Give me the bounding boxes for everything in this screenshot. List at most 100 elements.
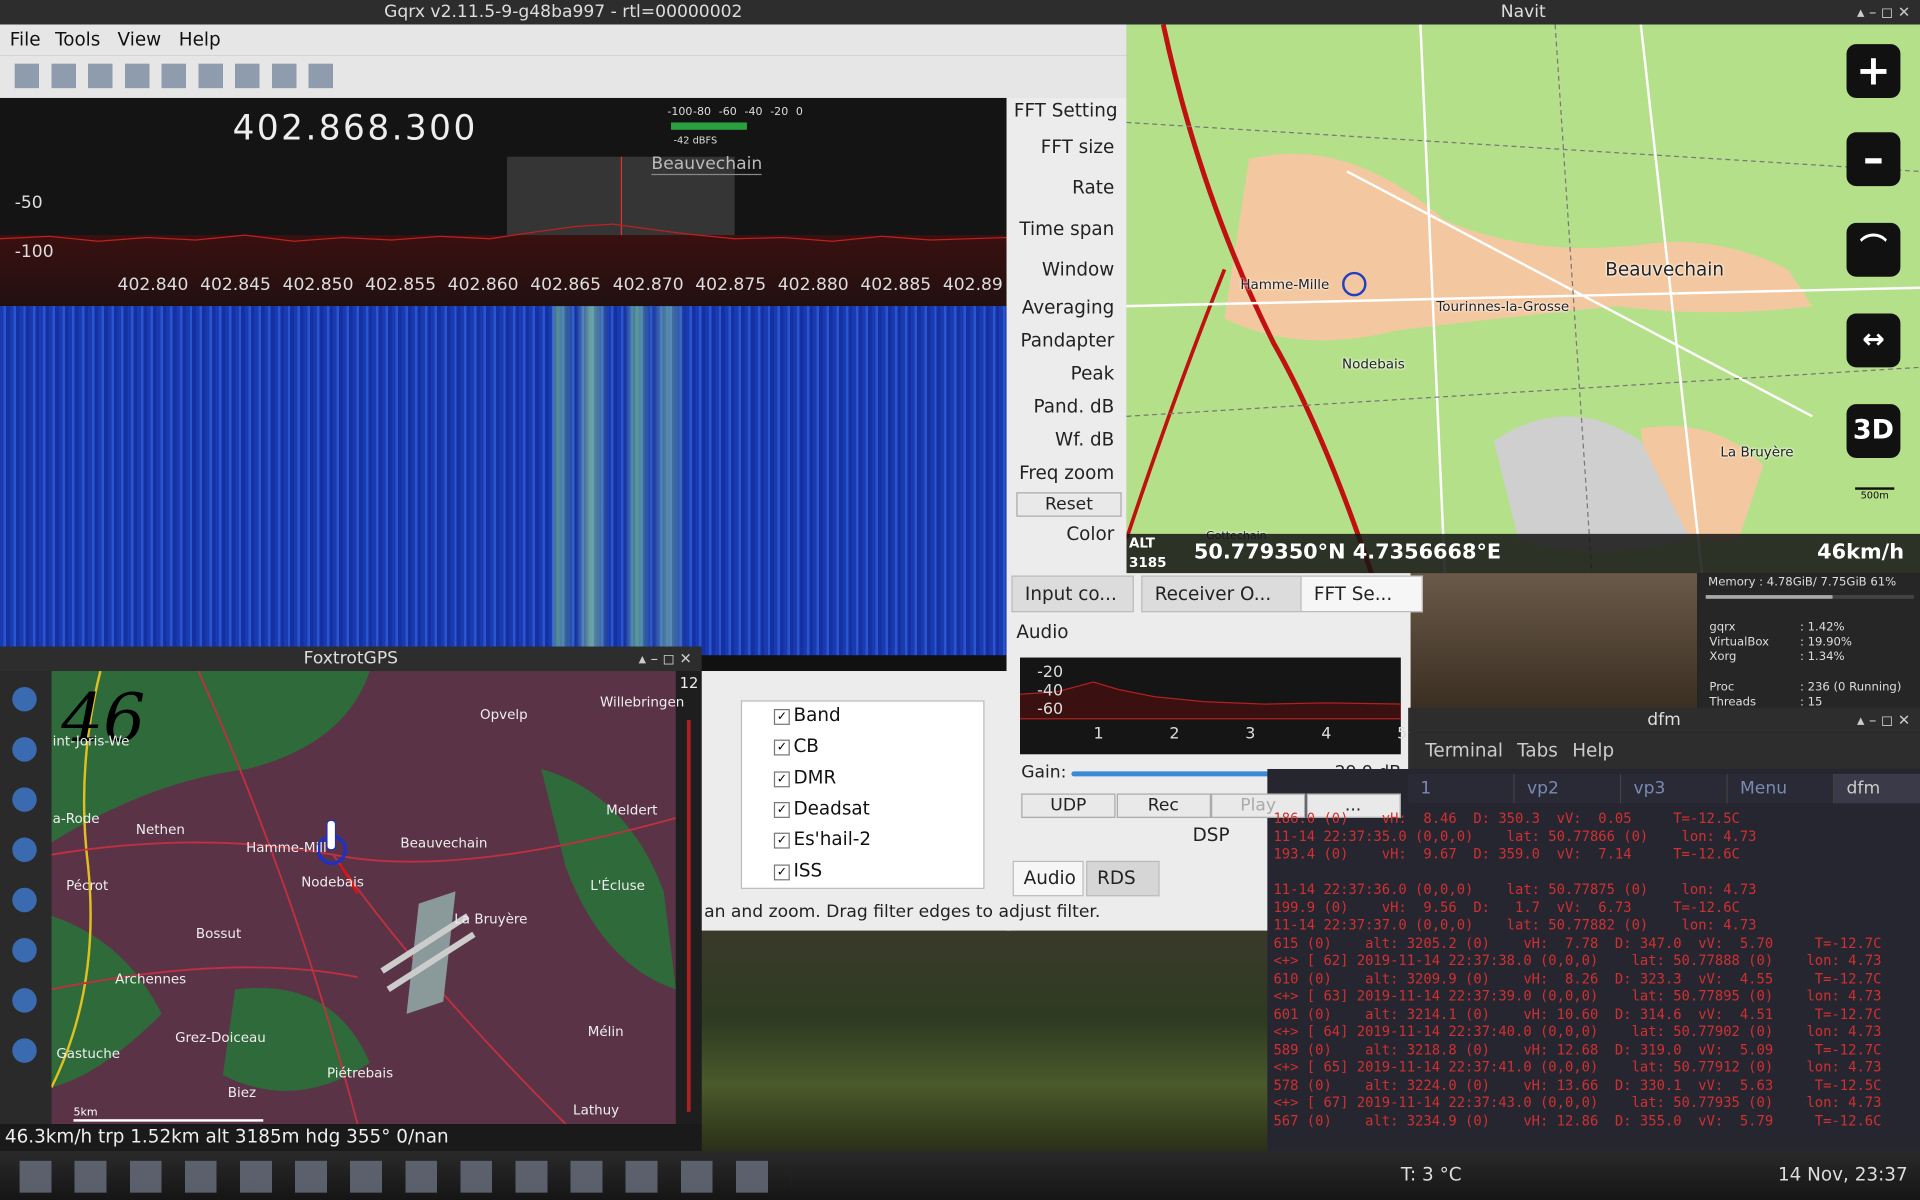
audio-button[interactable]: Rec xyxy=(1116,793,1211,818)
setting-label: Pandapter xyxy=(1020,329,1115,352)
route-button[interactable]: ⌒ xyxy=(1846,222,1901,277)
setting-label: Time span xyxy=(1019,217,1115,240)
place-label: Meldert xyxy=(606,802,658,818)
map-scale: 5km xyxy=(73,1107,264,1122)
menu-item[interactable]: Tabs xyxy=(1517,739,1558,762)
place-label: Lathuy xyxy=(573,1102,620,1118)
gain-slider[interactable] xyxy=(1071,771,1323,777)
place-label: Pécrot xyxy=(66,877,109,894)
place-label: La Bruyère xyxy=(1720,444,1794,461)
meter-tick: -20 xyxy=(770,106,789,119)
spectrum-fill xyxy=(0,235,1007,307)
x-tick-label: 402.840 xyxy=(117,275,189,296)
place-label: Piétrebais xyxy=(326,1065,394,1082)
navit-statusbar xyxy=(1126,533,1920,574)
phone-button[interactable]: ↔ xyxy=(1846,313,1901,368)
x-tick-label: 402.860 xyxy=(447,275,519,296)
place-label: Gastuche xyxy=(56,1045,121,1062)
zoom-in-button[interactable]: + xyxy=(1846,44,1901,98)
waterfall xyxy=(0,306,1007,656)
navit-titlebar: Navit ▴ – ◻ ✕ xyxy=(1126,0,1920,25)
clock: 14 Nov, 23:37 xyxy=(1777,1163,1908,1186)
place-label: Nodebais xyxy=(301,874,364,891)
checkbox[interactable]: ✓ xyxy=(773,863,790,880)
x-tick-label: 402.875 xyxy=(695,275,767,296)
gain-label: Gain: xyxy=(1021,762,1067,783)
audio-button[interactable]: UDP xyxy=(1021,793,1116,818)
spectrum xyxy=(0,97,1007,307)
window-title: FoxtrotGPS xyxy=(303,648,399,669)
tool-button[interactable] xyxy=(12,988,37,1013)
zoom-track xyxy=(686,720,691,1112)
map-scale: 500m xyxy=(1855,487,1895,501)
place-label: Tourinnes-la-Grosse xyxy=(1436,298,1570,315)
y-tick-label: -40 xyxy=(1037,682,1064,701)
threads-label: Threads xyxy=(1709,695,1757,709)
x-tick-label: 402.870 xyxy=(612,275,684,296)
meter-tick: -80 xyxy=(693,106,712,119)
menu-item[interactable]: File xyxy=(9,28,41,51)
menu-item[interactable]: Help xyxy=(1572,739,1615,762)
window-title: Gqrx v2.11.5-9-g48ba997 - rtl=00000002 xyxy=(384,2,743,23)
menu-item[interactable]: Help xyxy=(178,28,221,51)
task-icons xyxy=(19,1160,792,1193)
audio-button[interactable]: ... xyxy=(1305,793,1401,818)
checkbox[interactable]: ✓ xyxy=(773,739,790,756)
memory: Memory : 4.78GiB/ 7.75GiB 61% xyxy=(1708,575,1897,589)
3d-button[interactable]: 3D xyxy=(1846,404,1901,458)
tab[interactable]: Menu xyxy=(1727,773,1835,804)
dsp-label: DSP xyxy=(1192,824,1230,847)
bookmark-item: CB xyxy=(793,735,819,758)
terminal-menubar xyxy=(1408,732,1920,769)
tool-icons xyxy=(14,63,346,89)
tab[interactable]: vp2 xyxy=(1514,773,1622,804)
menu-item[interactable]: Tools xyxy=(55,28,101,51)
audio-button[interactable]: Play xyxy=(1211,793,1306,818)
menu-item[interactable]: Terminal xyxy=(1425,739,1503,762)
tab[interactable]: Audio xyxy=(1012,860,1084,897)
memory-bar xyxy=(1705,595,1914,599)
checkbox[interactable]: ✓ xyxy=(773,770,790,787)
terminal-line: <+> [ 64] 2019-11-14 22:37:40.0 (0,0,0) … xyxy=(1273,1023,1882,1040)
place-label: Willebringen xyxy=(600,694,685,711)
navit-map xyxy=(1126,24,1920,574)
place-label: L'Écluse xyxy=(590,877,645,894)
checkbox[interactable]: ✓ xyxy=(773,708,790,725)
bookmark-item: ISS xyxy=(793,858,823,882)
menu-item[interactable]: View xyxy=(117,28,162,51)
tab[interactable]: Input co... xyxy=(1011,575,1134,613)
tab[interactable]: Receiver O... xyxy=(1141,575,1311,613)
tool-button[interactable] xyxy=(12,737,37,762)
checkbox[interactable]: ✓ xyxy=(773,801,790,818)
reset-button[interactable]: Reset xyxy=(1016,492,1122,517)
tool-button[interactable] xyxy=(12,937,37,963)
tool-button[interactable] xyxy=(12,837,37,863)
zoom-out-button[interactable]: – xyxy=(1846,132,1901,187)
meter-bar xyxy=(671,122,747,130)
proc-name: Xorg xyxy=(1709,650,1737,664)
tool-button[interactable] xyxy=(12,787,37,812)
y-tick-label: -20 xyxy=(1037,663,1064,683)
tool-button[interactable] xyxy=(12,1038,37,1063)
frequency-display: 402.868.300 xyxy=(232,107,478,149)
proc-label: Proc xyxy=(1709,680,1735,695)
tab[interactable]: RDS xyxy=(1086,860,1160,897)
checkbox[interactable]: ✓ xyxy=(773,832,790,849)
proc-value: : 1.34% xyxy=(1800,650,1845,664)
meter-tick: -100 xyxy=(667,106,693,119)
gqrx-titlebar: Gqrx v2.11.5-9-g48ba997 - rtl=00000002 xyxy=(0,0,1127,25)
tab[interactable]: FFT Se... xyxy=(1300,575,1423,613)
bookmark-tag: Beauvechain xyxy=(651,154,763,176)
place-label: Biez xyxy=(227,1084,257,1101)
audio-trace xyxy=(1020,681,1401,720)
tool-button[interactable] xyxy=(12,686,37,712)
tab[interactable]: vp3 xyxy=(1621,773,1728,804)
setting-label: FFT Setting xyxy=(1013,99,1118,122)
center-line xyxy=(620,156,623,307)
terminal-line: <+> [ 63] 2019-11-14 22:37:39.0 (0,0,0) … xyxy=(1273,988,1882,1005)
bookmark-list xyxy=(740,700,985,889)
spectrum-trace xyxy=(0,223,1007,242)
tab[interactable]: dfm xyxy=(1834,773,1920,804)
tab[interactable]: 1 xyxy=(1408,773,1515,804)
tool-button[interactable] xyxy=(12,887,37,913)
